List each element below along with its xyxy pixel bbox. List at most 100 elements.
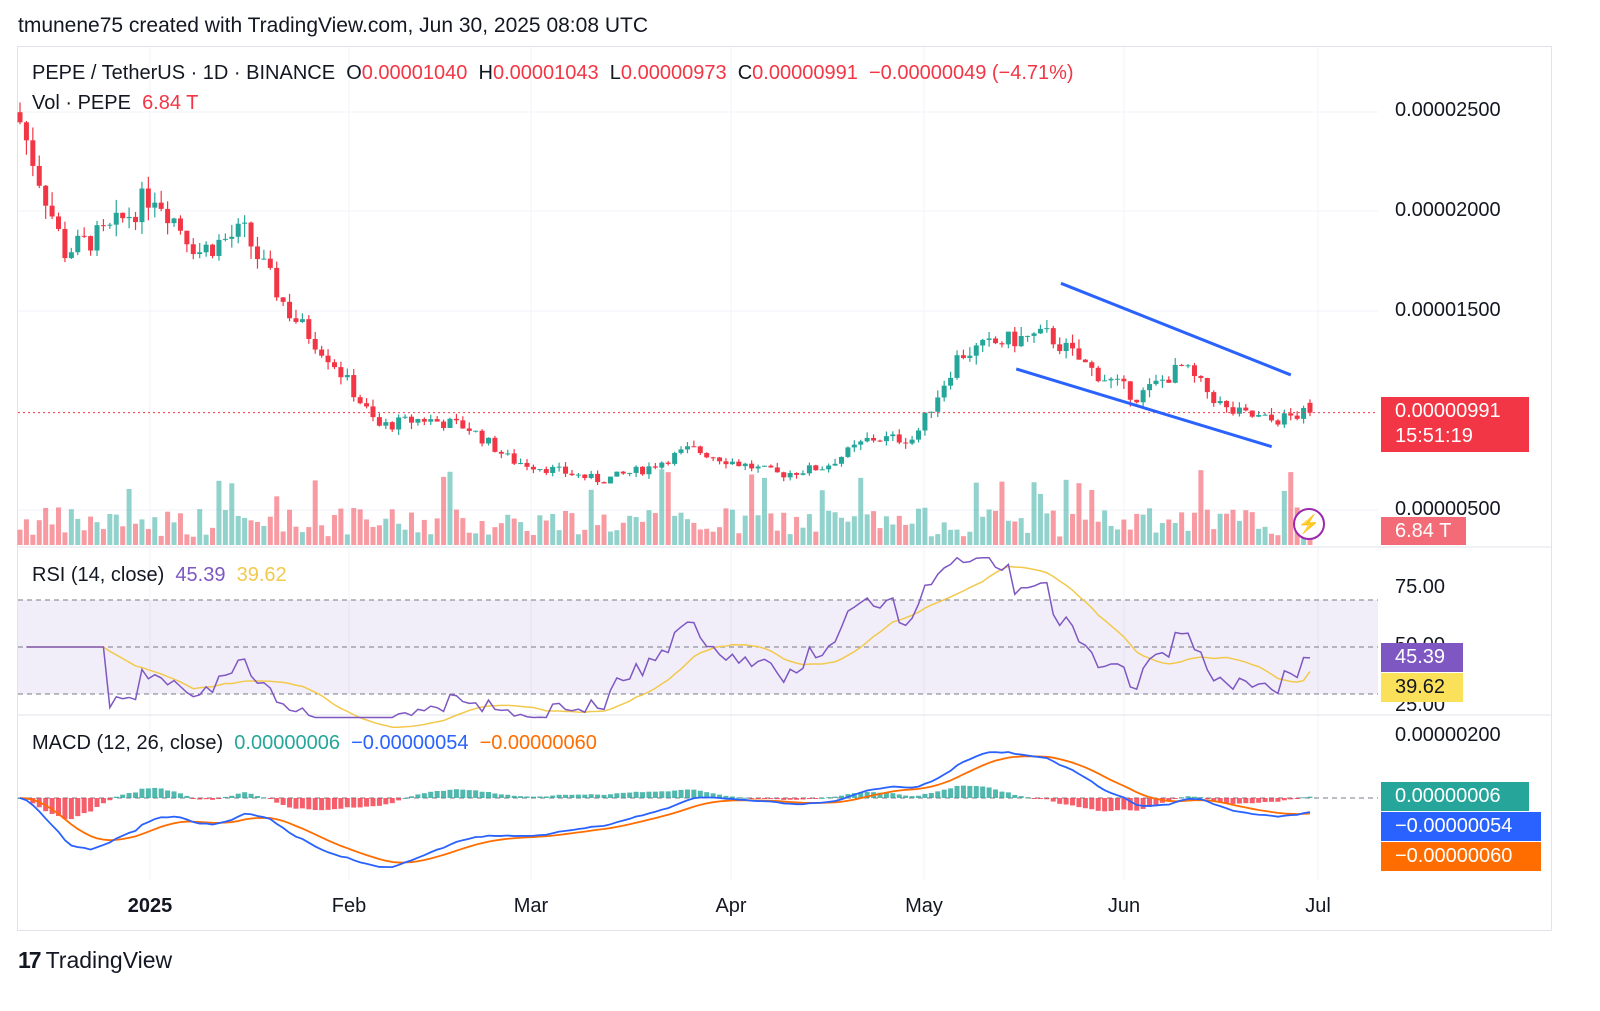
macd-histogram-bar (190, 798, 196, 799)
volume-bar (402, 529, 408, 545)
volume-bar (1147, 508, 1153, 545)
volume-bar (1031, 482, 1037, 545)
macd-histogram-bar (94, 798, 100, 807)
macd-histogram-bar (210, 798, 216, 800)
candle-body (1198, 376, 1204, 378)
time-tick: 2025 (127, 895, 173, 917)
volume-bar (530, 534, 536, 545)
volume-bar (376, 525, 382, 545)
volume-bar (761, 477, 767, 545)
volume-bar (287, 509, 293, 545)
macd-histogram-bar (1198, 797, 1204, 799)
candle-body (1082, 359, 1088, 363)
candle-body (710, 457, 716, 459)
volume-bar (81, 530, 87, 545)
volume-bar (768, 513, 774, 545)
macd-histogram-bar (781, 798, 787, 800)
volume-bar (537, 515, 543, 545)
macd-histogram-bar (511, 795, 517, 798)
macd-histogram-bar (530, 796, 536, 798)
volume-bar (1185, 530, 1191, 545)
candle-body (704, 453, 710, 458)
volume-bar (935, 534, 941, 545)
volume-bar (659, 469, 665, 545)
macd-histogram-bar (235, 793, 241, 798)
candle-body (248, 222, 254, 247)
volume-bar (1050, 510, 1056, 545)
volume-bar (980, 516, 986, 545)
macd-histogram-bar (344, 798, 350, 808)
macd-histogram-bar (1082, 798, 1088, 809)
volume-bar (152, 517, 158, 545)
lightning-icon[interactable]: ⚡ (1293, 508, 1325, 540)
macd-histogram-bar (486, 791, 492, 798)
macd-histogram-bar (543, 796, 549, 798)
candle-body (794, 473, 800, 475)
volume-bar (607, 531, 613, 545)
macd-histogram-bar (691, 789, 697, 798)
volume-bar (864, 514, 870, 545)
macd-histogram-bar (1236, 798, 1242, 804)
candle-body (877, 440, 883, 442)
candle-body (652, 466, 658, 468)
volume-label: Vol · PEPE (32, 92, 131, 114)
tradingview-logo[interactable]: 17 TradingView (18, 947, 172, 974)
candle-body (1307, 402, 1313, 413)
volume-bar (312, 480, 318, 545)
candle-body (23, 122, 29, 141)
candle-body (1230, 407, 1236, 414)
candle-body (100, 225, 106, 227)
macd-histogram-bar (948, 788, 954, 798)
volume-bar (909, 523, 915, 545)
macd-histogram-bar (1204, 798, 1210, 799)
macd-histogram-bar (306, 798, 312, 810)
macd-histogram-bar (922, 793, 928, 798)
macd-histogram-bar (1256, 798, 1262, 803)
macd-histogram-bar (620, 792, 626, 798)
candle-body (344, 375, 350, 378)
macd-histogram-bar (640, 792, 646, 798)
candle-body (460, 420, 466, 429)
candle-body (1204, 377, 1210, 393)
macd-histogram-bar (1243, 798, 1249, 804)
volume-bar (100, 529, 106, 545)
volume-bar (36, 520, 42, 545)
macd-histogram-bar (1005, 792, 1011, 798)
volume-bar (1108, 525, 1114, 545)
last-price-value: 0.00000991 (1395, 400, 1501, 422)
volume-bar (43, 507, 49, 545)
macd-histogram-bar (1230, 798, 1236, 804)
volume-bar (389, 509, 395, 545)
candle-body (1057, 344, 1063, 352)
candle-body (1236, 407, 1242, 414)
volume-bar (197, 509, 203, 545)
candle-body (640, 466, 646, 475)
macd-histogram-bar (800, 798, 806, 800)
volume-bar (1217, 513, 1223, 545)
macd-histogram-bar (1108, 798, 1114, 811)
candle-body (684, 446, 690, 450)
volume-bar (729, 509, 735, 545)
volume-bar (627, 515, 633, 545)
candle-body (312, 338, 318, 350)
macd-histogram-bar (1288, 798, 1294, 800)
volume-bar (903, 524, 909, 545)
candle-body (357, 397, 363, 404)
macd-histogram-bar (1307, 796, 1313, 798)
candle-body (466, 428, 472, 431)
macd-histogram-bar (466, 790, 472, 798)
candle-body (999, 343, 1005, 345)
macd-histogram-bar (556, 794, 562, 798)
candle-body (948, 377, 954, 386)
volume-bar (344, 534, 350, 545)
candle-body (1044, 328, 1050, 330)
candle-body (376, 417, 382, 426)
volume-bar (75, 518, 81, 545)
macd-histogram-bar (761, 798, 767, 799)
macd-histogram-bar (832, 796, 838, 798)
volume-legend: Vol · PEPE 6.84 T (32, 92, 198, 115)
chart-credit: tmunene75 created with TradingView.com, … (18, 14, 648, 37)
volume-bar (1005, 520, 1011, 545)
candle-body (267, 258, 273, 268)
